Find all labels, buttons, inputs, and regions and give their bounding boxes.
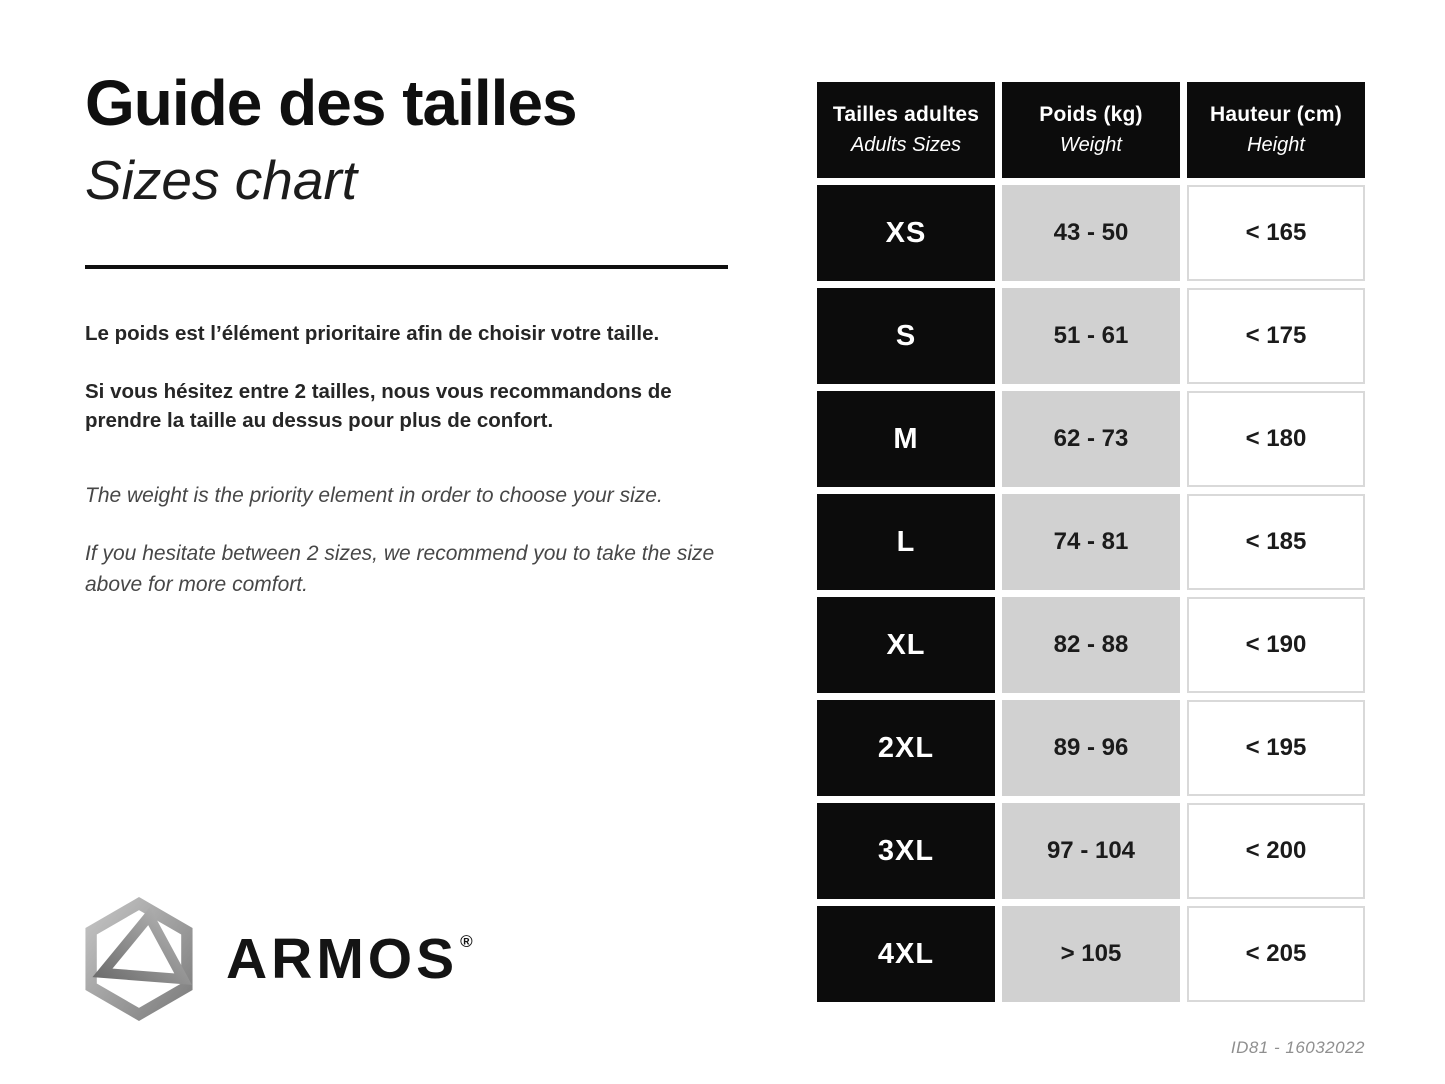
header-secondary-label: Height	[1247, 134, 1305, 156]
height-cell-m: < 180	[1187, 391, 1365, 487]
weight-cell-2xl: 89 - 96	[1002, 700, 1180, 796]
size-cell-xs: XS	[817, 185, 995, 281]
height-cell-xs: < 165	[1187, 185, 1365, 281]
height-cell-3xl: < 200	[1187, 803, 1365, 899]
table-header-sizes: Tailles adultes Adults Sizes	[817, 82, 995, 178]
header-primary-label: Tailles adultes	[832, 103, 980, 126]
registered-mark: ®	[460, 931, 477, 951]
table-header-height: Hauteur (cm) Height	[1187, 82, 1365, 178]
weight-cell-l: 74 - 81	[1002, 494, 1180, 590]
size-cell-l: L	[817, 494, 995, 590]
weight-cell-m: 62 - 73	[1002, 391, 1180, 487]
size-cell-s: S	[817, 288, 995, 384]
height-cell-2xl: < 195	[1187, 700, 1365, 796]
page-title-fr: Guide des tailles	[85, 67, 578, 139]
header-primary-label: Hauteur (cm)	[1210, 103, 1342, 126]
height-cell-l: < 185	[1187, 494, 1365, 590]
height-cell-4xl: < 205	[1187, 906, 1365, 1002]
weight-cell-xl: 82 - 88	[1002, 597, 1180, 693]
weight-cell-3xl: 97 - 104	[1002, 803, 1180, 899]
weight-cell-xs: 43 - 50	[1002, 185, 1180, 281]
intro-paragraph-en-2: If you hesitate between 2 sizes, we reco…	[85, 541, 715, 597]
size-cell-xl: XL	[817, 597, 995, 693]
table-header-weight: Poids (kg) Weight	[1002, 82, 1180, 178]
page-title-en: Sizes chart	[85, 149, 358, 212]
divider-rule	[85, 264, 728, 269]
weight-cell-s: 51 - 61	[1002, 288, 1180, 384]
height-cell-s: < 175	[1187, 288, 1365, 384]
size-cell-2xl: 2XL	[817, 700, 995, 796]
height-cell-xl: < 190	[1187, 597, 1365, 693]
weight-cell-4xl: > 105	[1002, 906, 1180, 1002]
brand-name: ARMOS ®	[226, 926, 477, 991]
intro-paragraph-en-1: The weight is the priority element in or…	[85, 484, 663, 508]
header-primary-label: Poids (kg)	[1039, 103, 1143, 126]
document-id: ID81 - 16032022	[1230, 1038, 1365, 1057]
size-table: Tailles adultes Adults Sizes Poids (kg) …	[817, 82, 1365, 1002]
header-secondary-label: Adults Sizes	[850, 134, 962, 156]
intro-block: Guide des tailles Sizes chart Le poids e…	[85, 67, 757, 601]
size-cell-m: M	[817, 391, 995, 487]
header-secondary-label: Weight	[1060, 134, 1122, 156]
hexagon-triangle-logo-icon	[85, 897, 193, 1021]
size-cell-4xl: 4XL	[817, 906, 995, 1002]
intro-paragraph-fr-2: Si vous hésitez entre 2 tailles, nous vo…	[85, 379, 672, 433]
size-cell-3xl: 3XL	[817, 803, 995, 899]
brand-name-text: ARMOS	[226, 926, 459, 991]
intro-paragraph-fr-1: Le poids est l’élément prioritaire afin …	[85, 321, 660, 345]
brand-lockup: ARMOS ®	[76, 896, 477, 1022]
